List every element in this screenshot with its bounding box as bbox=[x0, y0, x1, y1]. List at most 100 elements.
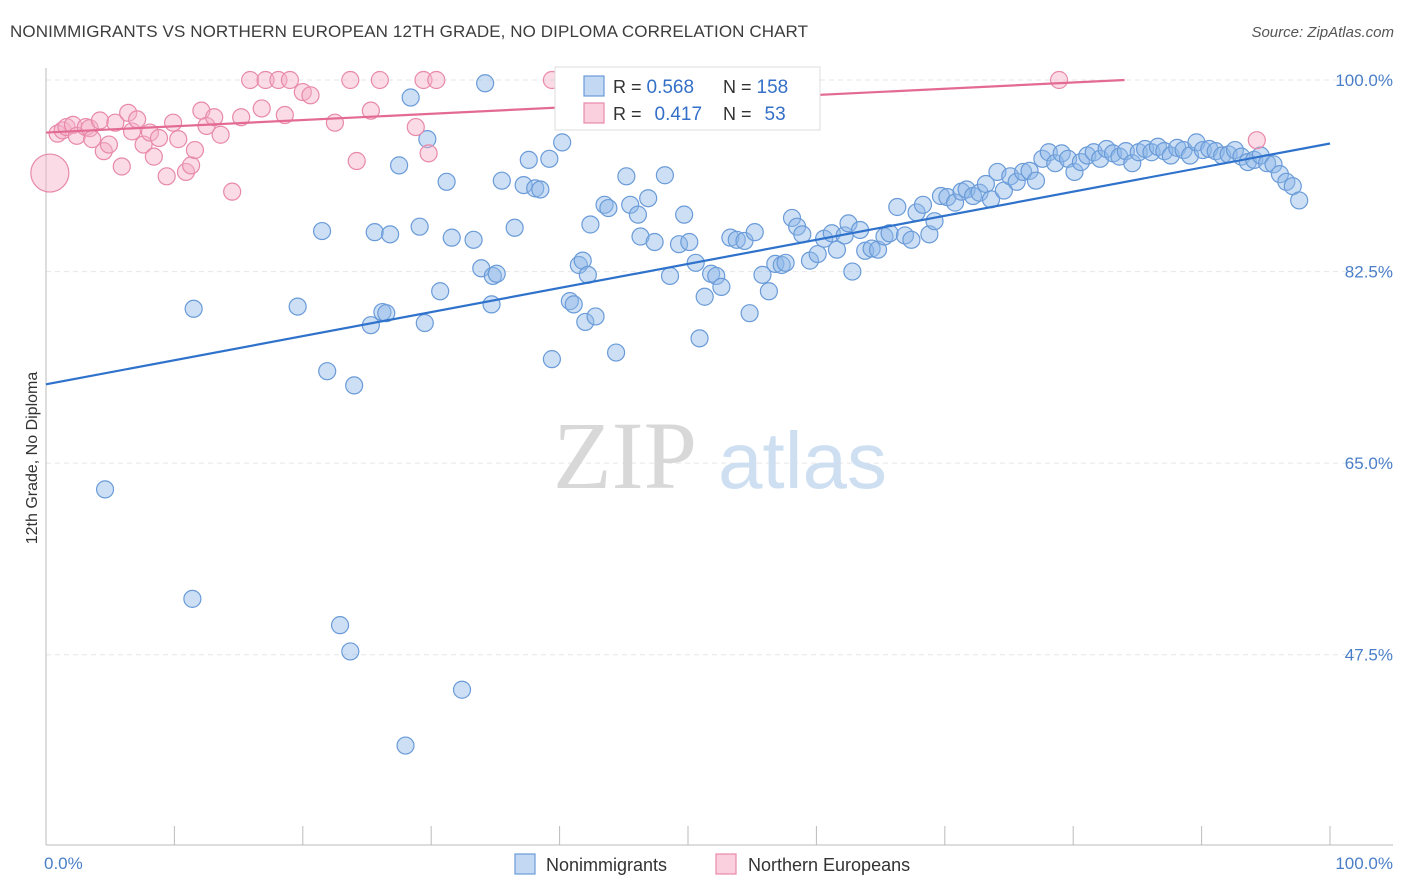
point-nonimmigrants bbox=[727, 230, 746, 249]
point-nonimmigrants bbox=[442, 228, 461, 247]
point-nonimmigrants bbox=[365, 223, 384, 242]
series-northern-europeans bbox=[30, 70, 1266, 201]
point-nonimmigrants bbox=[553, 133, 572, 152]
legend-swatch-nonimmigrants bbox=[514, 853, 536, 875]
point-northern-europeans bbox=[252, 99, 271, 118]
point-northern-europeans bbox=[30, 153, 70, 193]
point-northern-europeans bbox=[144, 147, 163, 166]
stats-legend: R = 0.568 N = 158 R = 0.417 N = 53 bbox=[554, 66, 821, 131]
point-nonimmigrants bbox=[1065, 162, 1084, 182]
point-northern-europeans bbox=[361, 101, 380, 120]
point-nonimmigrants bbox=[564, 295, 583, 314]
trend-line-nonimmigrants bbox=[45, 142, 1331, 386]
point-northern-europeans bbox=[414, 70, 433, 90]
y-axis-title: 12th Grade, No Diploma bbox=[24, 372, 41, 545]
point-nonimmigrants bbox=[1020, 161, 1039, 180]
watermark-atlas: atlas bbox=[718, 416, 887, 505]
point-nonimmigrants bbox=[576, 312, 595, 332]
point-nonimmigrants bbox=[505, 218, 524, 237]
point-northern-europeans bbox=[341, 70, 360, 90]
point-northern-europeans bbox=[211, 125, 230, 144]
point-northern-europeans bbox=[256, 70, 275, 90]
point-nonimmigrants bbox=[745, 223, 764, 242]
point-northern-europeans bbox=[241, 70, 260, 90]
point-nonimmigrants bbox=[183, 589, 202, 608]
point-nonimmigrants bbox=[531, 180, 550, 199]
source-credit: Source: ZipAtlas.com bbox=[1251, 24, 1394, 41]
point-nonimmigrants bbox=[628, 205, 648, 224]
point-nonimmigrants bbox=[902, 230, 921, 249]
point-northern-europeans bbox=[325, 113, 344, 132]
point-nonimmigrants bbox=[1225, 140, 1245, 160]
point-nonimmigrants bbox=[1290, 191, 1309, 210]
point-nonimmigrants bbox=[312, 221, 332, 241]
point-nonimmigrants bbox=[1014, 162, 1033, 182]
point-northern-europeans bbox=[347, 151, 366, 171]
stats-r-label-blue: R = bbox=[613, 77, 647, 97]
x-tick-labels: 0.0% 100.0% bbox=[44, 854, 1393, 873]
point-northern-europeans bbox=[164, 113, 183, 132]
point-nonimmigrants bbox=[639, 189, 658, 208]
point-nonimmigrants bbox=[707, 266, 726, 286]
svg-text:R = 0.568: R = 0.568 bbox=[613, 77, 694, 98]
stats-n-label-pink: N = bbox=[723, 104, 757, 124]
point-nonimmigrants bbox=[776, 253, 795, 272]
point-northern-europeans bbox=[80, 119, 99, 138]
point-nonimmigrants bbox=[617, 167, 636, 186]
point-nonimmigrants bbox=[1026, 171, 1046, 190]
point-nonimmigrants bbox=[888, 197, 907, 217]
point-northern-europeans bbox=[280, 70, 300, 90]
y-tick-label: 65.0% bbox=[1345, 454, 1393, 473]
y-tick-label: 82.5% bbox=[1345, 263, 1393, 282]
x-tick-label: 0.0% bbox=[44, 854, 83, 873]
series-legend: Nonimmigrants Northern Europeans bbox=[514, 853, 910, 875]
point-nonimmigrants bbox=[753, 265, 772, 284]
point-nonimmigrants bbox=[410, 217, 429, 236]
point-nonimmigrants bbox=[599, 198, 618, 218]
point-nonimmigrants bbox=[540, 149, 559, 168]
point-nonimmigrants bbox=[437, 172, 456, 191]
point-northern-europeans bbox=[232, 108, 251, 127]
point-northern-europeans bbox=[205, 108, 224, 127]
point-northern-europeans bbox=[370, 70, 389, 90]
grid-lines bbox=[46, 79, 1393, 656]
point-nonimmigrants bbox=[573, 251, 592, 270]
point-nonimmigrants bbox=[184, 299, 203, 318]
point-northern-europeans bbox=[301, 86, 320, 105]
chart-title: NONIMMIGRANTS VS NORTHERN EUROPEAN 12TH … bbox=[10, 22, 809, 41]
point-nonimmigrants bbox=[519, 150, 538, 170]
point-nonimmigrants bbox=[330, 616, 350, 635]
point-nonimmigrants bbox=[401, 88, 420, 107]
point-nonimmigrants bbox=[655, 166, 674, 185]
point-nonimmigrants bbox=[1071, 153, 1091, 172]
point-nonimmigrants bbox=[660, 266, 680, 286]
point-nonimmigrants bbox=[1007, 172, 1026, 191]
watermark-zip: ZIP bbox=[553, 402, 697, 509]
svg-text:N = 53: N = 53 bbox=[723, 104, 786, 125]
point-northern-europeans bbox=[223, 182, 242, 201]
point-nonimmigrants bbox=[675, 205, 694, 224]
point-nonimmigrants bbox=[839, 214, 858, 233]
point-nonimmigrants bbox=[680, 232, 699, 252]
point-northern-europeans bbox=[99, 135, 119, 154]
point-nonimmigrants bbox=[862, 239, 881, 258]
stats-swatch-blue bbox=[583, 75, 605, 97]
point-nonimmigrants bbox=[945, 193, 965, 212]
point-northern-europeans bbox=[48, 124, 67, 143]
point-nonimmigrants bbox=[631, 227, 650, 246]
point-northern-europeans bbox=[157, 167, 176, 186]
svg-text:R = 0.417: R = 0.417 bbox=[613, 104, 702, 125]
point-northern-europeans bbox=[406, 117, 425, 137]
point-nonimmigrants bbox=[1193, 140, 1212, 160]
point-northern-europeans bbox=[128, 110, 147, 129]
stats-n-pink: 53 bbox=[765, 104, 786, 125]
axes bbox=[45, 68, 1393, 846]
point-nonimmigrants bbox=[880, 224, 899, 243]
point-nonimmigrants bbox=[514, 175, 533, 195]
y-tick-label: 100.0% bbox=[1335, 71, 1393, 90]
point-nonimmigrants bbox=[925, 212, 944, 231]
point-nonimmigrants bbox=[606, 343, 626, 362]
point-nonimmigrants bbox=[690, 329, 709, 348]
point-northern-europeans bbox=[427, 70, 446, 90]
